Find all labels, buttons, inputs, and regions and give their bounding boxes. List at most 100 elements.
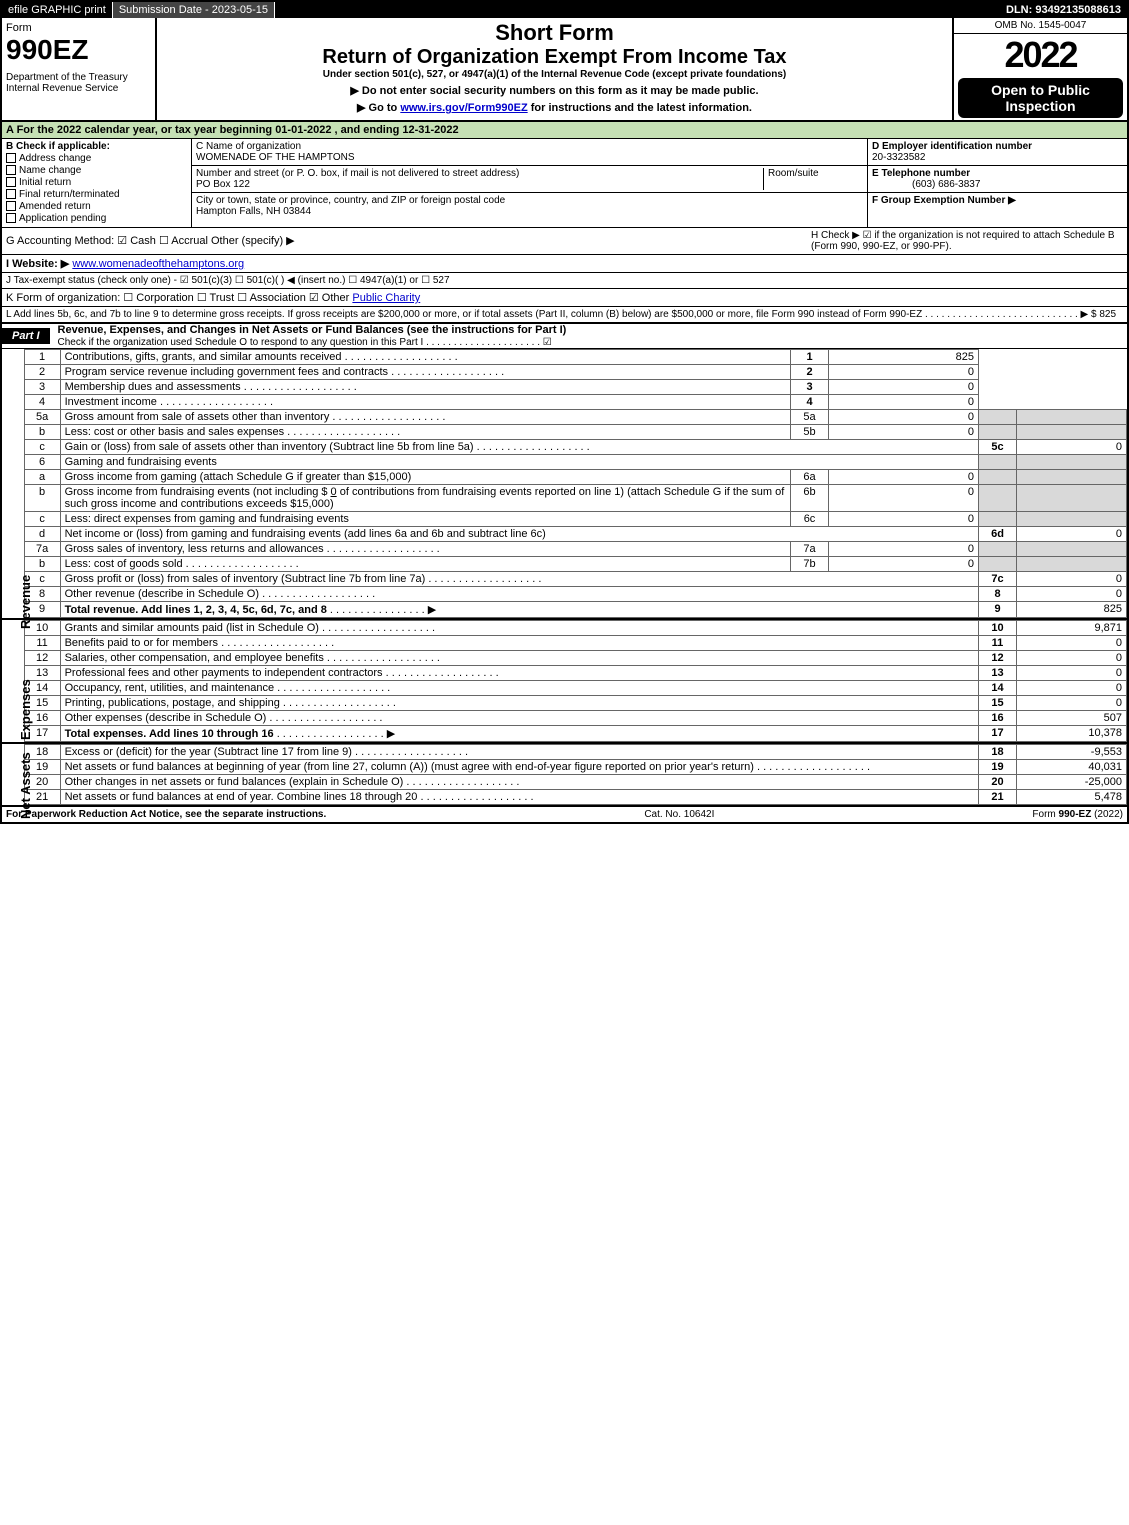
submission-date: Submission Date - 2023-05-15 [113,2,275,18]
l11-val: 0 [1017,636,1127,651]
chk-final[interactable]: Final return/terminated [6,189,187,200]
e-block: E Telephone number (603) 686-3837 [868,166,1127,193]
page-footer: For Paperwork Reduction Act Notice, see … [2,805,1127,822]
l5b-val: 0 [829,425,979,440]
c-name-block: C Name of organization WOMENADE OF THE H… [192,139,867,166]
return-title: Return of Organization Exempt From Incom… [165,46,944,69]
form-id-block: Form 990EZ Department of the Treasury In… [2,18,157,120]
l5b-text: Less: cost or other basis and sales expe… [65,426,401,438]
under-section: Under section 501(c), 527, or 4947(a)(1)… [165,69,944,80]
irs-label: Internal Revenue Service [6,83,151,94]
l6-text: Gaming and fundraising events [60,455,978,470]
dln-number: DLN: 93492135088613 [1000,2,1127,18]
netassets-block: Net Assets 18Excess or (deficit) for the… [2,742,1127,805]
l6d-text: Net income or (loss) from gaming and fun… [60,527,978,542]
l20-text: Other changes in net assets or fund bala… [60,775,978,790]
l7b-text: Less: cost of goods sold [60,557,790,572]
revenue-table: 1Contributions, gifts, grants, and simil… [24,349,1127,618]
l14-val: 0 [1017,681,1127,696]
l8-val: 0 [1017,587,1127,602]
part-i-title: Revenue, Expenses, and Changes in Net As… [50,324,567,336]
efile-label: efile GRAPHIC print [2,2,113,18]
line-j: J Tax-exempt status (check only one) - ☑… [2,273,1127,289]
l5a-text: Gross amount from sale of assets other t… [65,411,446,423]
c-street-block: Number and street (or P. O. box, if mail… [192,166,867,193]
row-gh: G Accounting Method: ☑ Cash ☐ Accrual Ot… [2,228,1127,255]
city-value: Hampton Falls, NH 03844 [196,206,311,217]
line-i: I Website: ▶ www.womenadeofthehamptons.o… [2,255,1127,273]
chk-name[interactable]: Name change [6,165,187,176]
tax-year: 2022 [954,34,1127,76]
f-block: F Group Exemption Number ▶ [868,193,1127,208]
l7a-val: 0 [829,542,979,557]
revenue-vlabel: Revenue [2,349,24,618]
expenses-block: Expenses 10Grants and similar amounts pa… [2,618,1127,742]
part-i-tab: Part I [2,328,50,344]
line-a: A For the 2022 calendar year, or tax yea… [2,122,1127,139]
col-c: C Name of organization WOMENADE OF THE H… [192,139,867,227]
city-label: City or town, state or province, country… [196,195,505,206]
chk-pending[interactable]: Application pending [6,213,187,224]
l7a-text: Gross sales of inventory, less returns a… [60,542,790,557]
netassets-table: 18Excess or (deficit) for the year (Subt… [24,744,1127,805]
form-number: 990EZ [6,34,151,66]
l8-text: Other revenue (describe in Schedule O) [60,587,978,602]
l6a-val: 0 [829,470,979,485]
street-label: Number and street (or P. O. box, if mail… [196,168,519,179]
footer-left: For Paperwork Reduction Act Notice, see … [6,809,326,820]
l17-text: Total expenses. Add lines 10 through 16 … [60,726,978,742]
line-k: K Form of organization: ☐ Corporation ☐ … [2,289,1127,307]
l18-val: -9,553 [1017,745,1127,760]
l6c-text: Less: direct expenses from gaming and fu… [60,512,790,527]
form-page: efile GRAPHIC print Submission Date - 20… [0,0,1129,824]
k-link[interactable]: Public Charity [352,292,420,304]
l10-text: Grants and similar amounts paid (list in… [60,621,978,636]
l2-val: 0 [829,365,979,380]
b-label: B Check if applicable: [6,141,187,152]
l3-val: 0 [829,380,979,395]
expenses-vlabel: Expenses [2,620,24,742]
chk-initial[interactable]: Initial return [6,177,187,188]
ssn-warning: ▶ Do not enter social security numbers o… [165,84,944,97]
title-bar: Form 990EZ Department of the Treasury In… [2,18,1127,122]
l13-val: 0 [1017,666,1127,681]
dept-treasury: Department of the Treasury [6,72,151,83]
col-b: B Check if applicable: Address change Na… [2,139,192,227]
l6c-val: 0 [829,512,979,527]
org-name: WOMENADE OF THE HAMPTONS [196,152,355,163]
website-link[interactable]: www.womenadeofthehamptons.org [72,258,244,270]
l4-text: Investment income [60,395,790,410]
l9-val: 825 [1017,602,1127,618]
form-label: Form [6,22,151,34]
line-h: H Check ▶ ☑ if the organization is not r… [807,228,1127,254]
title-mid: Short Form Return of Organization Exempt… [157,18,952,120]
goto-instr: ▶ Go to www.irs.gov/Form990EZ for instru… [165,101,944,114]
line-l: L Add lines 5b, 6c, and 7b to line 9 to … [2,307,1127,322]
chk-amended[interactable]: Amended return [6,201,187,212]
l5c-text: Gain or (loss) from sale of assets other… [60,440,978,455]
l14-text: Occupancy, rent, utilities, and maintena… [60,681,978,696]
l16-text: Other expenses (describe in Schedule O) [60,711,978,726]
footer-mid: Cat. No. 10642I [644,809,714,820]
part-i-check: Check if the organization used Schedule … [50,337,552,348]
ein-label: D Employer identification number [872,141,1032,152]
d-block: D Employer identification number 20-3323… [868,139,1127,166]
room-suite: Room/suite [763,168,863,190]
l15-val: 0 [1017,696,1127,711]
l6a-text: Gross income from gaming (attach Schedul… [60,470,790,485]
ein-value: 20-3323582 [872,152,925,163]
l1-val: 825 [829,350,979,365]
l12-text: Salaries, other compensation, and employ… [60,651,978,666]
l13-text: Professional fees and other payments to … [60,666,978,681]
top-header: efile GRAPHIC print Submission Date - 20… [2,2,1127,18]
omb-number: OMB No. 1545-0047 [954,18,1127,34]
l7c-val: 0 [1017,572,1127,587]
l19-val: 40,031 [1017,760,1127,775]
irs-link[interactable]: www.irs.gov/Form990EZ [400,102,527,114]
l2-text: Program service revenue including govern… [60,365,790,380]
l19-text: Net assets or fund balances at beginning… [60,760,978,775]
chk-address[interactable]: Address change [6,153,187,164]
website-label: I Website: ▶ [6,258,69,270]
l6b-text: Gross income from fundraising events (no… [60,485,790,512]
l7c-text: Gross profit or (loss) from sales of inv… [60,572,978,587]
